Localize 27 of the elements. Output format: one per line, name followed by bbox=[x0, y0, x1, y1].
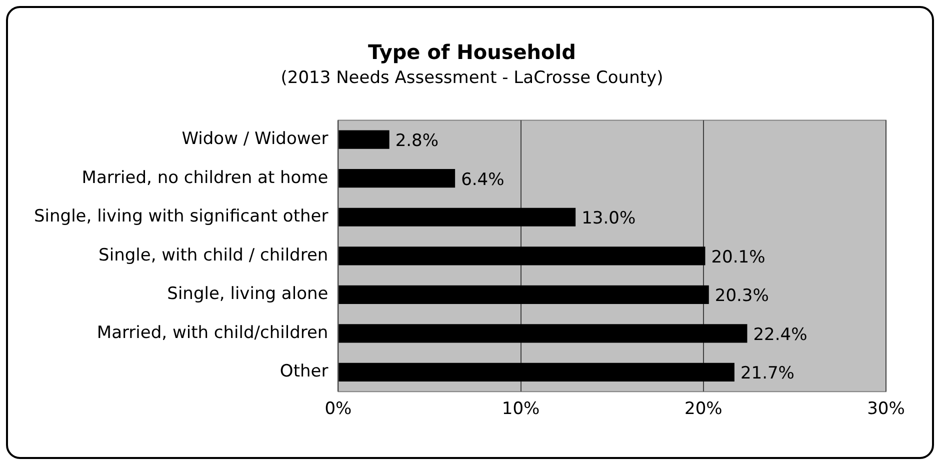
x-tick-label: 10% bbox=[502, 399, 540, 420]
y-tick-label: Single, living with significant other bbox=[34, 206, 328, 227]
bar bbox=[338, 246, 706, 266]
data-label: 13.0% bbox=[582, 208, 636, 229]
x-tick-label: 0% bbox=[324, 399, 352, 420]
y-tick-label: Single, living alone bbox=[167, 284, 328, 304]
y-tick-label: Married, with child/children bbox=[96, 322, 328, 343]
data-label: 21.7% bbox=[740, 364, 794, 384]
data-label: 20.3% bbox=[714, 286, 769, 306]
bar bbox=[338, 169, 456, 188]
x-tick-label: 20% bbox=[684, 399, 722, 420]
y-tick-label: Widow / Widower bbox=[182, 129, 328, 150]
bar bbox=[338, 285, 709, 304]
y-tick-label: Other bbox=[280, 362, 328, 382]
y-tick-label: Married, no children at home bbox=[82, 168, 328, 188]
data-label: 2.8% bbox=[395, 131, 439, 152]
chart-title: Type of Household bbox=[367, 40, 577, 64]
bar bbox=[338, 208, 576, 226]
data-label: 22.4% bbox=[753, 324, 808, 345]
bar bbox=[338, 324, 748, 343]
chart-subtitle: (2013 Needs Assessment - LaCrosse County) bbox=[280, 68, 664, 88]
data-label: 6.4% bbox=[461, 170, 504, 190]
y-tick-label: Single, with child / children bbox=[98, 245, 328, 266]
bar bbox=[338, 362, 734, 382]
x-tick-label: 30% bbox=[867, 399, 905, 420]
data-label: 20.1% bbox=[711, 247, 766, 268]
bar bbox=[338, 130, 390, 149]
